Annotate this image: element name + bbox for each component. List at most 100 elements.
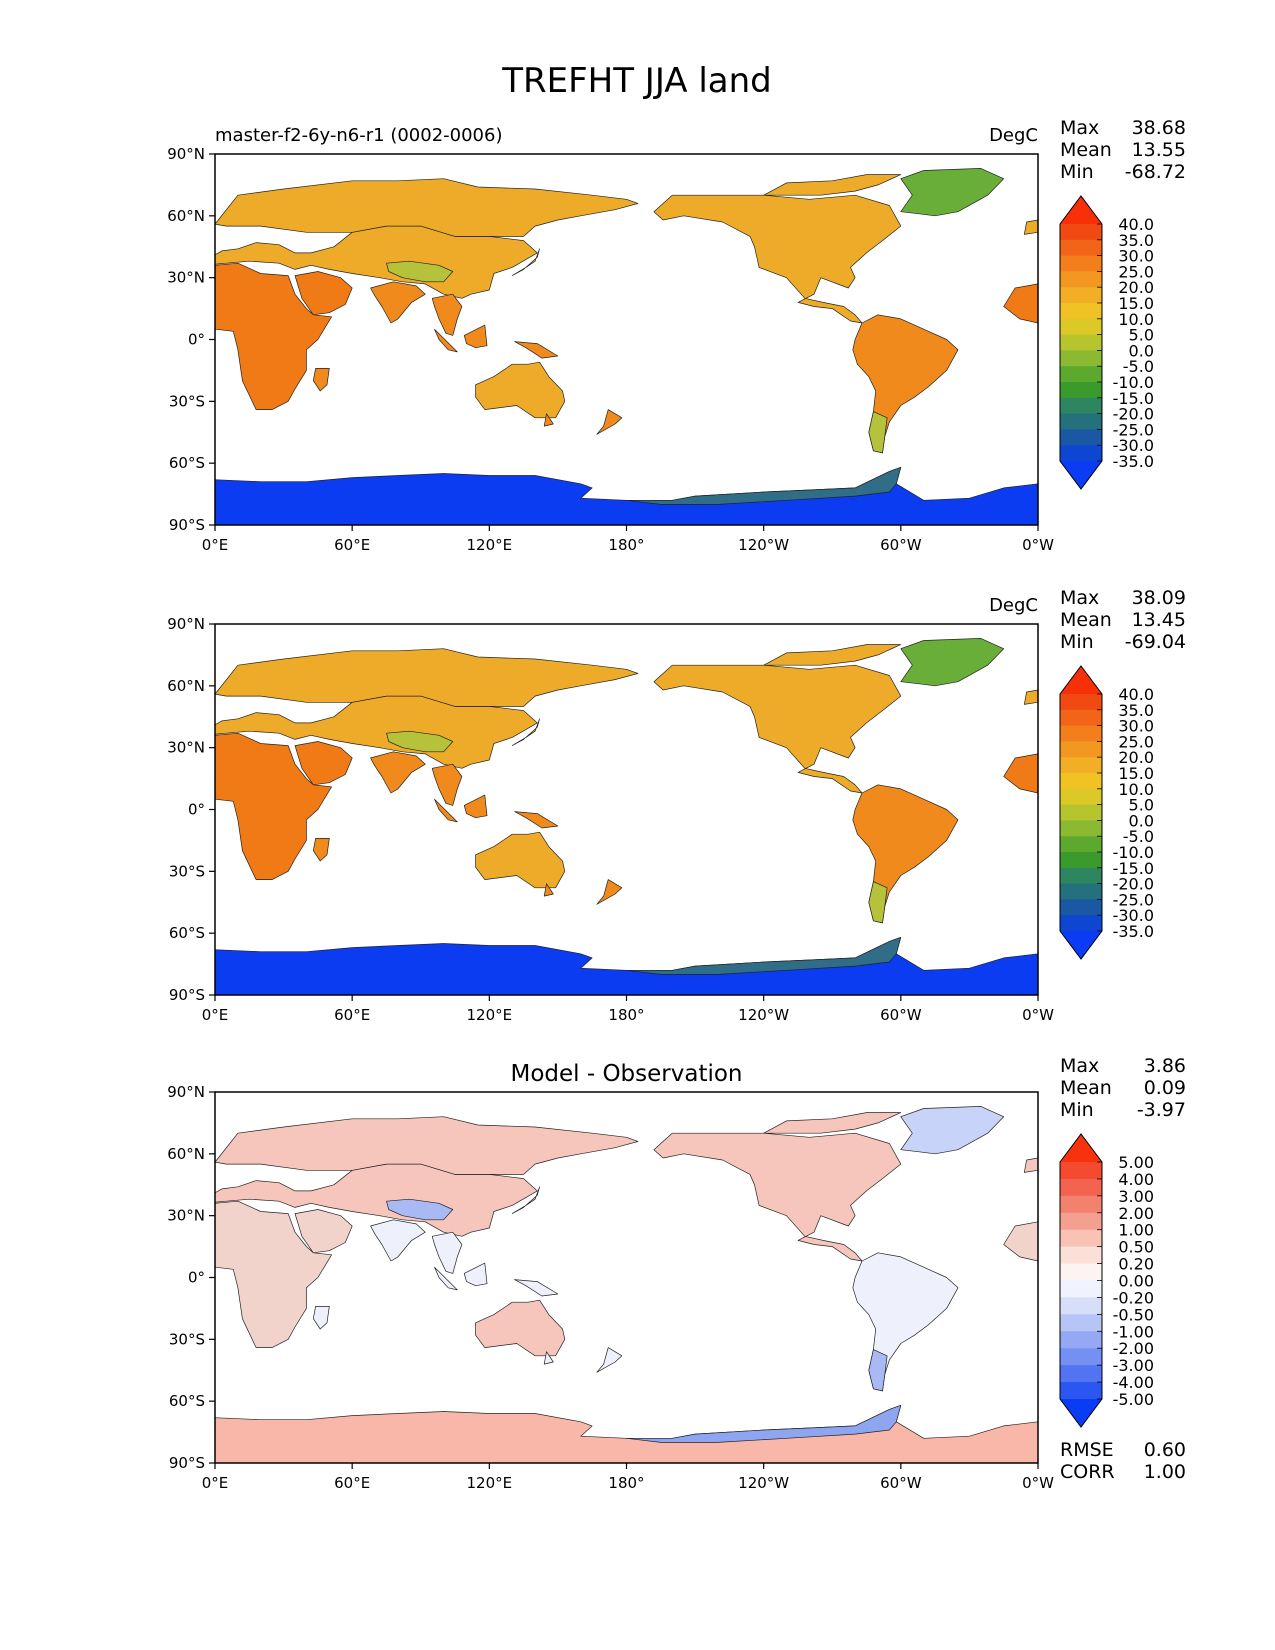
stat-value: 13.55	[1132, 139, 1186, 161]
land-region	[511, 248, 540, 276]
land-region	[596, 879, 623, 905]
lat-tick-label: 90°S	[169, 516, 205, 534]
lon-tick-label: 180°	[608, 1006, 644, 1024]
colorbar-tick-label: 30.0	[1118, 247, 1154, 266]
stat-label: Mean	[1060, 609, 1112, 631]
colorbar-tick-label: -0.20	[1113, 1288, 1154, 1307]
lat-tick-label: 60°N	[167, 207, 205, 225]
colorbar-segment	[1060, 1162, 1102, 1180]
metric-label: RMSE	[1060, 1439, 1114, 1461]
colorbar-tick-label: -5.0	[1123, 827, 1154, 846]
lon-tick-label: 120°E	[467, 1474, 513, 1492]
colorbar-tick-label: -25.0	[1113, 420, 1154, 439]
land-region	[434, 1266, 458, 1291]
land-region	[543, 413, 554, 427]
stat-value: -69.04	[1125, 631, 1186, 653]
stat-value: 38.09	[1132, 587, 1186, 609]
stat-label: Mean	[1060, 1077, 1112, 1099]
lon-tick-label: 0°W	[1022, 1474, 1054, 1492]
stat-label: Min	[1060, 631, 1094, 653]
land-region	[475, 1299, 566, 1357]
colorbar-segment	[1060, 271, 1102, 288]
land-region	[626, 466, 902, 505]
land-region	[626, 1404, 902, 1443]
colorbar-tick-label: 15.0	[1118, 294, 1154, 313]
colorbar-extend-bottom	[1060, 461, 1102, 489]
colorbar-segment	[1060, 334, 1102, 351]
stat-label: Max	[1060, 1055, 1099, 1077]
colorbar-tick-label: 3.00	[1118, 1187, 1154, 1206]
lat-tick-label: 0°	[188, 1269, 205, 1287]
lon-tick-label: 60°E	[334, 536, 370, 554]
lat-tick-label: 90°S	[169, 1454, 205, 1472]
lat-tick-label: 60°S	[169, 924, 205, 942]
lon-tick-label: 60°W	[880, 1474, 922, 1492]
lon-tick-label: 180°	[608, 1474, 644, 1492]
colorbar-segment	[1060, 429, 1102, 446]
land-region	[868, 881, 888, 924]
lat-tick-label: 60°N	[167, 1145, 205, 1163]
lon-tick-label: 0°E	[202, 1474, 229, 1492]
colorbar-tick-label: -0.50	[1113, 1305, 1154, 1324]
lat-tick-label: 30°S	[169, 862, 205, 880]
colorbar-tick-label: -15.0	[1113, 859, 1154, 878]
panel-center-title: Model - Observation	[510, 1061, 742, 1087]
colorbar-tick-label: -25.0	[1113, 890, 1154, 909]
metric-value: 1.00	[1144, 1461, 1186, 1483]
land-region	[1003, 753, 1038, 794]
colorbar-tick-label: -35.0	[1113, 452, 1154, 471]
stat-value: -68.72	[1125, 161, 1186, 183]
land-region	[463, 324, 488, 349]
lon-tick-label: 0°E	[202, 536, 229, 554]
colorbar-segment	[1060, 287, 1102, 304]
colorbar-segment	[1060, 1297, 1102, 1315]
colorbar-segment	[1060, 366, 1102, 383]
map-panel: 90°N 60°N 30°N 0° 30°S 60°S 90°S 0°E 60°E 120°E 18…	[167, 117, 1186, 554]
colorbar-segment	[1060, 899, 1102, 916]
lon-tick-label: 60°W	[880, 536, 922, 554]
colorbar-tick-label: -35.0	[1113, 922, 1154, 941]
stat-label: Mean	[1060, 139, 1112, 161]
colorbar-segment	[1060, 1348, 1102, 1366]
lon-tick-label: 60°W	[880, 1006, 922, 1024]
colorbar-tick-label: -15.0	[1113, 389, 1154, 408]
land-region	[868, 1349, 888, 1392]
colorbar-segment	[1060, 694, 1102, 711]
land-region	[1003, 283, 1038, 324]
colorbar-tick-label: -20.0	[1113, 405, 1154, 424]
colorbar-tick-label: 30.0	[1118, 717, 1154, 736]
colorbar-segment	[1060, 1365, 1102, 1383]
colorbar-tick-label: 10.0	[1118, 780, 1154, 799]
land-region	[463, 794, 488, 819]
panel-left-title: master-f2-6y-n6-r1 (0002-0006)	[215, 125, 502, 146]
lon-tick-label: 120°E	[467, 536, 513, 554]
colorbar-segment	[1060, 445, 1102, 462]
metric-label: CORR	[1060, 1461, 1115, 1483]
stat-value: 0.09	[1144, 1077, 1186, 1099]
colorbar-segment	[1060, 804, 1102, 821]
colorbar-tick-label: -20.0	[1113, 875, 1154, 894]
land-region	[900, 1106, 1005, 1155]
land-region	[543, 1351, 554, 1365]
land-region	[1023, 219, 1038, 235]
colorbar-tick-label: 0.0	[1129, 341, 1154, 360]
land-region	[514, 811, 559, 829]
colorbar-segment	[1060, 788, 1102, 806]
colorbar-tick-label: 35.0	[1118, 701, 1154, 720]
colorbar-segment	[1060, 1195, 1102, 1214]
lat-tick-label: 90°N	[167, 145, 205, 163]
stat-label: Max	[1060, 117, 1099, 139]
land-region	[294, 741, 353, 786]
colorbar-extend-bottom	[1060, 931, 1102, 959]
land-region	[434, 798, 458, 823]
land-region	[370, 1219, 426, 1262]
colorbar-tick-label: 0.00	[1118, 1272, 1154, 1291]
lat-tick-label: 90°N	[167, 1083, 205, 1101]
stat-label: Min	[1060, 1099, 1094, 1121]
land-region	[463, 1262, 488, 1287]
land-region	[653, 664, 902, 794]
colorbar-tick-label: 25.0	[1118, 262, 1154, 281]
lon-tick-label: 120°W	[738, 536, 789, 554]
land-region	[596, 409, 623, 435]
